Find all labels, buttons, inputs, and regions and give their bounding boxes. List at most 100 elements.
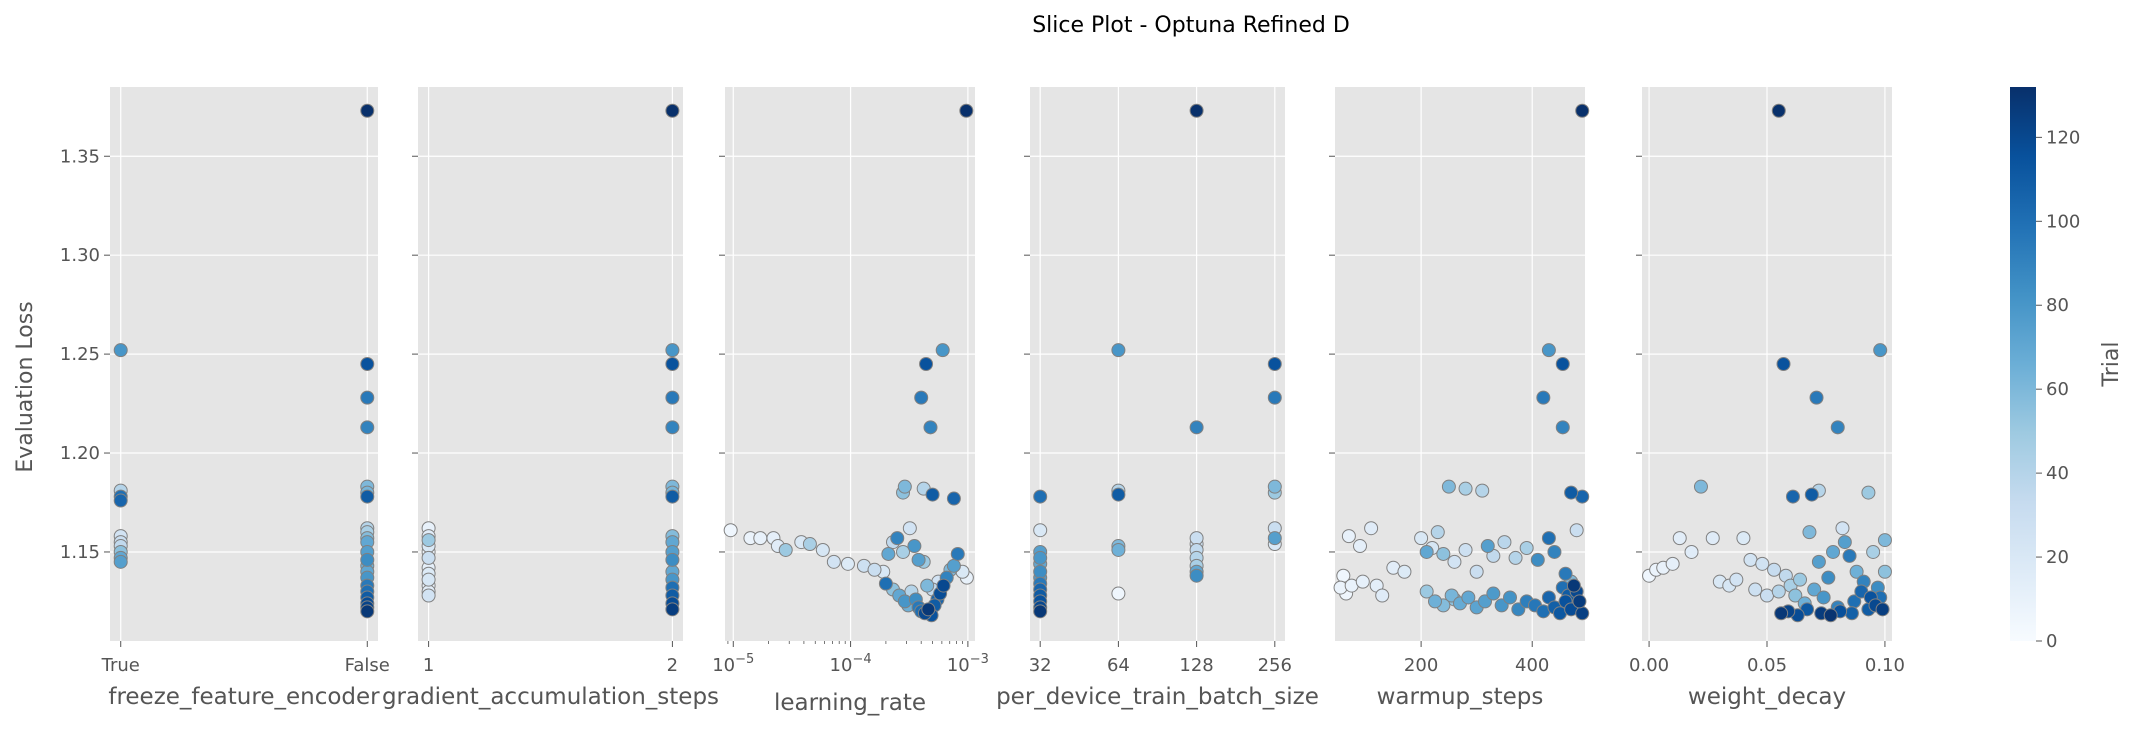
data-point: [1802, 525, 1817, 540]
data-point: [1480, 539, 1495, 554]
data-point: [1541, 343, 1556, 358]
data-point: [925, 487, 940, 502]
y-axis-label: Evaluation Loss: [13, 301, 38, 472]
data-point: [1760, 588, 1774, 603]
y-tick-label: 1.30: [60, 245, 100, 266]
panel-background: [1030, 87, 1285, 641]
colorbar-tick-label: 20: [2046, 547, 2069, 568]
x-tick-label: 64: [1107, 655, 1130, 676]
x-tick-label: 400: [1515, 655, 1549, 676]
data-point: [360, 357, 375, 371]
data-point: [1823, 608, 1838, 623]
data-point: [665, 489, 680, 504]
data-point: [1267, 531, 1282, 546]
data-point: [1486, 586, 1501, 601]
data-point: [1835, 521, 1850, 536]
data-point: [360, 489, 375, 504]
data-point: [1414, 531, 1429, 546]
data-point: [1558, 566, 1573, 581]
data-point: [1033, 564, 1048, 579]
data-point: [1569, 523, 1584, 538]
data-point: [1419, 544, 1434, 559]
x-tick-label: 200: [1404, 655, 1438, 676]
data-point: [1461, 590, 1476, 605]
data-point: [1469, 564, 1484, 579]
data-point: [1875, 602, 1890, 617]
data-point: [1788, 588, 1803, 603]
data-point: [1458, 481, 1473, 496]
data-point: [1844, 606, 1859, 621]
data-point: [665, 103, 680, 118]
x-tick-label: 0.10: [1865, 655, 1905, 676]
data-point: [826, 554, 841, 569]
data-point: [360, 420, 375, 435]
data-point: [950, 546, 965, 561]
data-point: [1804, 487, 1819, 502]
data-point: [665, 602, 680, 617]
x-tick-label: 128: [1179, 655, 1213, 676]
data-point: [907, 539, 922, 554]
data-point: [1729, 572, 1744, 587]
x-axis-label: freeze_feature_encoder: [108, 684, 380, 710]
data-point: [1566, 578, 1581, 593]
data-point: [914, 390, 929, 405]
colorbar-gradient: [2010, 87, 2036, 641]
data-point: [946, 491, 961, 506]
x-tick-label: 0.05: [1747, 655, 1787, 676]
data-point: [896, 544, 911, 559]
data-point: [1693, 479, 1708, 494]
data-point: [1826, 544, 1841, 559]
panel-per-device-train-batch-size: 32 64 128 256 per_device_train_batch_size: [996, 87, 1319, 710]
data-point: [1536, 390, 1551, 405]
colorbar-tick-label: 80: [2046, 295, 2069, 316]
data-point: [1353, 539, 1367, 554]
data-point: [936, 578, 951, 593]
x-tick-label: False: [345, 655, 390, 676]
data-point: [665, 357, 680, 371]
data-point: [665, 343, 680, 358]
data-point: [1419, 584, 1434, 599]
data-point: [1547, 544, 1562, 559]
data-point: [1111, 487, 1126, 502]
data-point: [1436, 546, 1451, 561]
y-tick-label: 1.15: [60, 542, 100, 563]
colorbar: 0 20 40 60 80 100 120 Trial: [2010, 87, 2124, 652]
data-point: [1849, 564, 1864, 579]
panel-background: [110, 87, 378, 641]
x-tick-label: 10−4: [830, 652, 872, 676]
data-point: [946, 558, 961, 573]
data-point: [1842, 548, 1857, 563]
data-point: [919, 357, 934, 371]
x-tick-label: 32: [1029, 655, 1052, 676]
colorbar-tick-label: 0: [2046, 631, 2057, 652]
y-tick-label: 1.25: [60, 344, 100, 365]
x-tick-label: 10−3: [947, 652, 989, 676]
data-point: [1755, 556, 1770, 571]
data-point: [421, 550, 436, 565]
data-point: [1809, 390, 1824, 405]
data-point: [1555, 420, 1570, 435]
chart-title: Slice Plot - Optuna Refined D: [1032, 13, 1350, 38]
data-point: [1767, 562, 1782, 577]
data-point: [1793, 572, 1808, 587]
data-point: [360, 103, 375, 118]
data-point: [897, 479, 912, 494]
x-axis-label: weight_decay: [1688, 684, 1846, 710]
data-point: [1508, 550, 1523, 565]
data-point: [878, 576, 893, 591]
data-point: [421, 572, 436, 587]
data-point: [665, 390, 680, 405]
data-point: [1397, 564, 1412, 579]
data-point: [1748, 582, 1763, 597]
data-point: [959, 103, 974, 118]
data-point: [665, 420, 680, 435]
data-point: [1774, 606, 1789, 621]
data-point: [1189, 103, 1204, 118]
data-point: [1866, 544, 1881, 559]
panel-freeze-feature-encoder: True False 1.15 1.20 1.25 1.30 1.35 freeze_feat…: [60, 87, 390, 710]
data-point: [1672, 531, 1687, 546]
y-tick-label: 1.20: [60, 443, 100, 464]
data-point: [881, 546, 896, 561]
data-point: [1475, 483, 1490, 498]
x-tick-label: 0.00: [1629, 655, 1669, 676]
